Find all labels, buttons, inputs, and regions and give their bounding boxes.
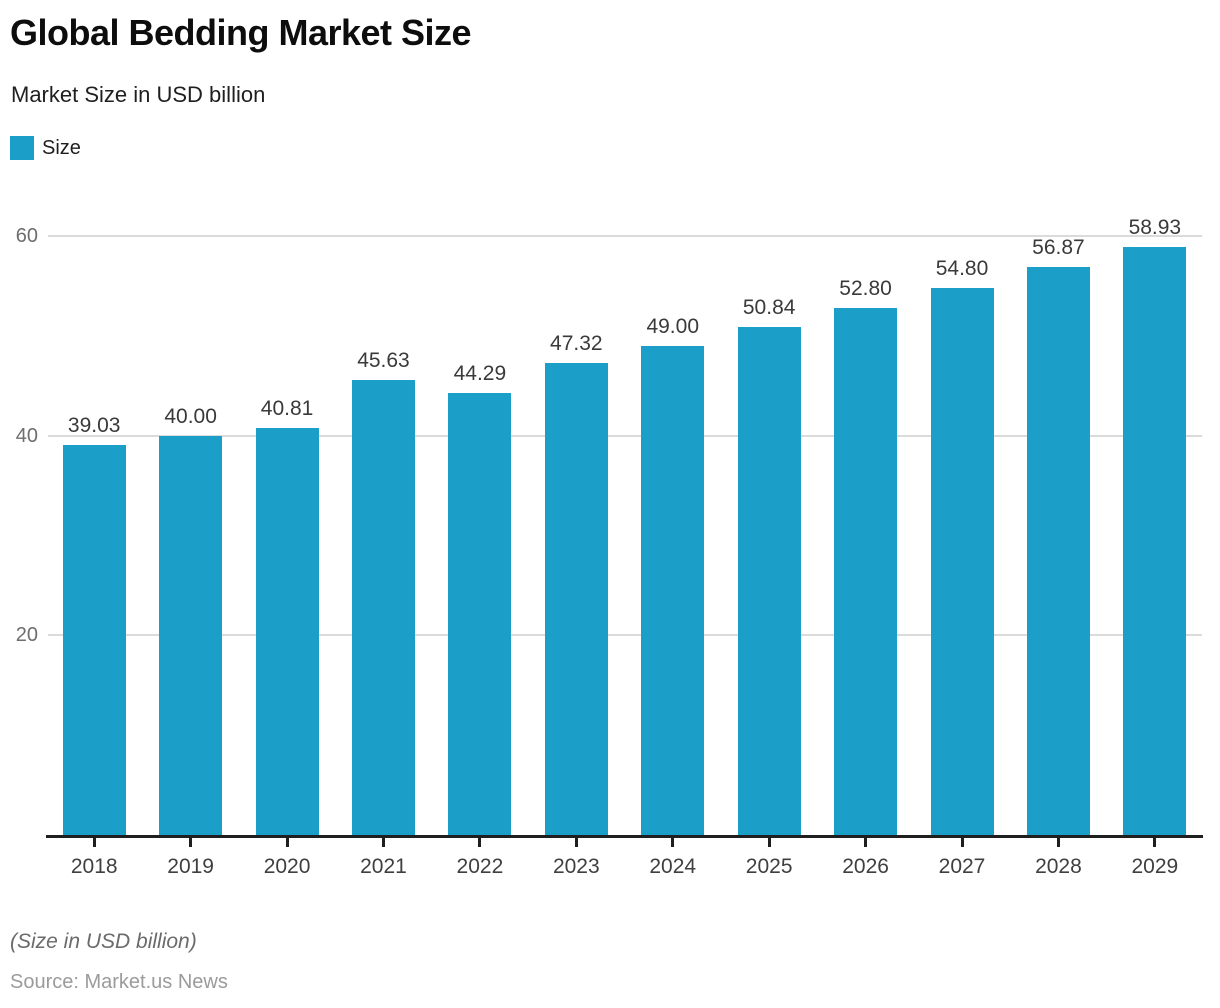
bar-value-label: 50.84 — [742, 296, 796, 320]
x-tick — [92, 838, 96, 847]
x-axis-column-2023: 2023 — [528, 838, 624, 879]
x-tick-label-2025: 2025 — [745, 855, 793, 878]
bar-2023 — [544, 362, 608, 835]
legend-label: Size — [42, 136, 81, 159]
x-axis-column-2024: 2024 — [625, 838, 721, 879]
x-axis: 2018 2019 2020 2021 2022 2023 2024 2025 2026 2027… — [46, 838, 1203, 879]
bar-value-label: 44.29 — [453, 361, 507, 385]
bar-column-2022: 44.29 — [432, 180, 528, 835]
page-title: Global Bedding Market Size — [10, 12, 472, 53]
legend: Size — [10, 136, 81, 160]
x-tick — [285, 838, 289, 847]
x-tick — [1056, 838, 1060, 847]
bar-value-label: 52.80 — [839, 276, 892, 300]
x-tick-label-2019: 2019 — [167, 855, 214, 878]
x-axis-column-2027: 2027 — [914, 838, 1010, 879]
bar-column-2021: 45.63 — [335, 180, 431, 835]
x-axis-column-2022: 2022 — [432, 838, 528, 879]
bar-2026 — [834, 307, 898, 835]
x-axis-line — [46, 835, 1203, 838]
footnote: (Size in USD billion) — [10, 930, 197, 953]
y-tick-label-20: 20 — [15, 624, 38, 646]
x-axis-column-2018: 2018 — [46, 838, 142, 879]
x-tick — [864, 838, 868, 847]
bar-value-label: 49.00 — [646, 314, 700, 338]
bar-column-2019: 40.00 — [142, 180, 238, 835]
x-tick-label-2027: 2027 — [938, 855, 986, 878]
bar-column-2023: 47.32 — [528, 180, 624, 835]
x-tick — [574, 838, 578, 847]
bar-2028 — [1026, 267, 1090, 835]
plot-area: 20 40 60 39.03 40.00 40.81 45.63 44.29 47.32 49.… — [0, 180, 1220, 835]
bar-2018 — [62, 445, 126, 835]
bar-column-2020: 40.81 — [239, 180, 335, 835]
gridline-60 — [48, 235, 1202, 237]
x-tick — [1153, 838, 1157, 847]
bar-value-label: 40.00 — [164, 404, 217, 428]
bar-2029 — [1123, 246, 1187, 835]
y-tick-label-40: 40 — [15, 425, 38, 447]
x-axis-column-2025: 2025 — [721, 838, 817, 879]
bar-column-2029: 58.93 — [1107, 180, 1203, 835]
legend-swatch-icon — [10, 136, 34, 160]
x-tick-label-2028: 2028 — [1035, 855, 1082, 878]
gridline-40 — [48, 435, 1202, 437]
x-tick-label-2022: 2022 — [456, 855, 504, 878]
bar-2027 — [930, 287, 994, 835]
bar-value-label: 40.81 — [260, 396, 314, 420]
bar-value-label: 56.87 — [1032, 236, 1085, 260]
x-axis-column-2021: 2021 — [335, 838, 431, 879]
bar-value-label: 39.03 — [67, 414, 121, 438]
bar-column-2028: 56.87 — [1010, 180, 1106, 835]
x-tick — [671, 838, 675, 847]
bar-value-label: 45.63 — [357, 348, 410, 372]
x-tick — [767, 838, 771, 847]
bars-layer: 39.03 40.00 40.81 45.63 44.29 47.32 49.00 50.84… — [46, 180, 1203, 835]
x-tick-label-2029: 2029 — [1131, 855, 1179, 878]
x-tick — [189, 838, 193, 847]
x-axis-column-2028: 2028 — [1010, 838, 1106, 879]
bar-value-label: 47.32 — [550, 331, 603, 355]
x-axis-column-2019: 2019 — [142, 838, 238, 879]
x-tick — [381, 838, 385, 847]
x-tick-label-2018: 2018 — [70, 855, 118, 878]
x-tick — [478, 838, 482, 847]
bar-value-label: 54.80 — [935, 256, 989, 280]
bar-2021 — [351, 379, 415, 835]
bar-column-2025: 50.84 — [721, 180, 817, 835]
gridline-20 — [48, 634, 1202, 636]
x-axis-column-2029: 2029 — [1107, 838, 1203, 879]
bar-2024 — [641, 345, 705, 835]
x-axis-column-2020: 2020 — [239, 838, 335, 879]
bar-2025 — [737, 327, 801, 835]
bar-column-2027: 54.80 — [914, 180, 1010, 835]
source-note: Source: Market.us News — [10, 971, 228, 993]
y-tick-label-60: 60 — [15, 225, 38, 247]
x-tick-label-2024: 2024 — [649, 855, 697, 878]
x-tick-label-2020: 2020 — [263, 855, 311, 878]
x-tick — [960, 838, 964, 847]
x-tick-label-2021: 2021 — [360, 855, 407, 878]
bar-value-label: 58.93 — [1128, 215, 1182, 239]
bar-column-2026: 52.80 — [817, 180, 913, 835]
bar-column-2024: 49.00 — [625, 180, 721, 835]
bar-2019 — [159, 435, 223, 835]
bar-2020 — [255, 427, 319, 835]
x-tick-label-2023: 2023 — [552, 855, 600, 878]
bar-column-2018: 39.03 — [46, 180, 142, 835]
chart-subtitle: Market Size in USD billion — [11, 82, 266, 107]
x-tick-label-2026: 2026 — [842, 855, 889, 878]
x-axis-column-2026: 2026 — [817, 838, 913, 879]
bar-2022 — [448, 392, 512, 835]
